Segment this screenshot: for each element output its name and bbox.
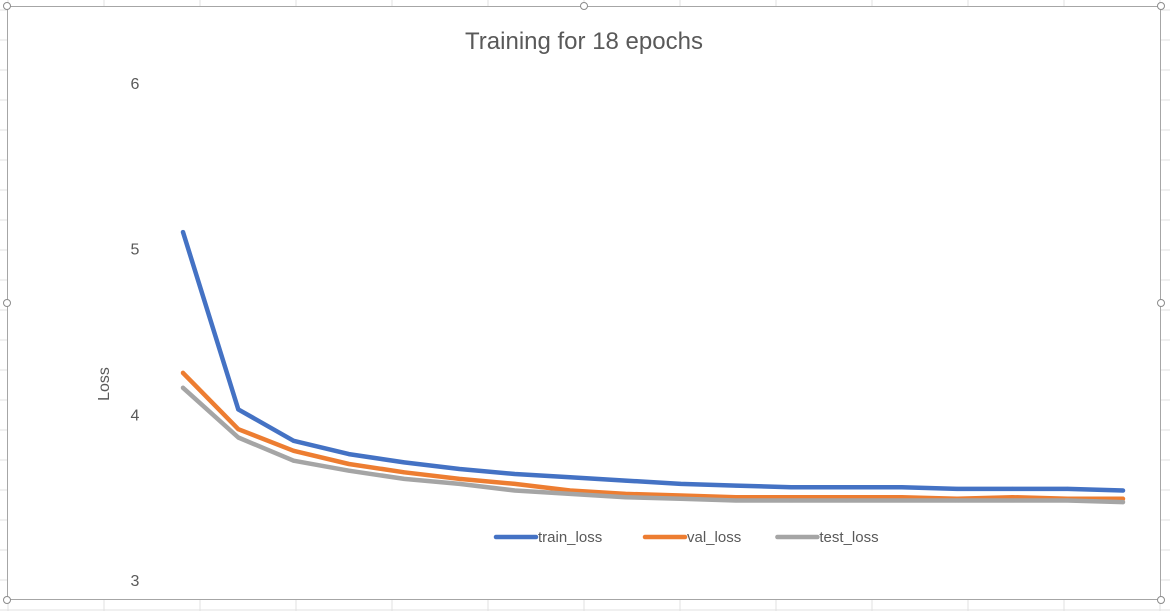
data-point-train-loss[interactable]	[236, 407, 241, 412]
data-point-test-loss[interactable]	[568, 491, 573, 496]
data-point-test-loss[interactable]	[1065, 498, 1070, 503]
series-line-test-loss[interactable]	[180, 385, 1126, 505]
data-point-test-loss[interactable]	[346, 468, 351, 473]
resize-handle-right-middle[interactable]	[1157, 299, 1165, 307]
legend[interactable]: train_loss val_loss test_loss	[493, 529, 879, 546]
data-point-test-loss[interactable]	[236, 435, 241, 440]
data-point-val-loss[interactable]	[291, 448, 296, 453]
y-tick-label: 4	[131, 407, 140, 424]
legend-label-train-loss: train_loss	[538, 529, 602, 546]
chart-area[interactable]: Training for 18 epochs 3 4 5 6 Loss train_l…	[7, 6, 1161, 600]
data-point-train-loss[interactable]	[346, 452, 351, 457]
data-point-train-loss[interactable]	[1065, 486, 1070, 491]
data-point-val-loss[interactable]	[568, 488, 573, 493]
resize-handle-top-center[interactable]	[580, 2, 588, 10]
data-point-val-loss[interactable]	[512, 481, 517, 486]
data-point-test-loss[interactable]	[402, 476, 407, 481]
data-point-val-loss[interactable]	[346, 462, 351, 467]
series-line-train-loss[interactable]	[180, 229, 1126, 493]
y-axis-title: Loss	[96, 367, 113, 401]
data-point-val-loss[interactable]	[678, 493, 683, 498]
data-point-train-loss[interactable]	[955, 486, 960, 491]
series-line-val-loss[interactable]	[180, 370, 1126, 502]
data-point-val-loss[interactable]	[623, 491, 628, 496]
legend-label-val-loss: val_loss	[687, 529, 741, 546]
data-point-test-loss[interactable]	[678, 496, 683, 501]
resize-handle-top-left[interactable]	[3, 2, 11, 10]
data-point-train-loss[interactable]	[181, 230, 185, 235]
data-point-train-loss[interactable]	[1121, 488, 1125, 493]
data-point-train-loss[interactable]	[899, 485, 904, 490]
legend-label-test-loss: test_loss	[819, 529, 878, 546]
data-point-train-loss[interactable]	[678, 481, 683, 486]
data-point-test-loss[interactable]	[623, 495, 628, 500]
data-point-val-loss[interactable]	[236, 427, 241, 432]
data-point-test-loss[interactable]	[181, 385, 185, 390]
chart-title: Training for 18 epochs	[465, 28, 703, 55]
y-tick-label: 3	[131, 573, 140, 590]
resize-handle-left-middle[interactable]	[3, 299, 11, 307]
data-point-test-loss[interactable]	[1121, 500, 1125, 505]
plot-series	[180, 229, 1126, 505]
data-point-test-loss[interactable]	[955, 498, 960, 503]
data-point-test-loss[interactable]	[457, 481, 462, 486]
data-point-test-loss[interactable]	[733, 498, 738, 503]
data-point-train-loss[interactable]	[291, 438, 296, 443]
data-point-val-loss[interactable]	[899, 495, 904, 500]
data-point-test-loss[interactable]	[291, 458, 296, 463]
data-point-train-loss[interactable]	[1010, 486, 1015, 491]
data-point-val-loss[interactable]	[457, 476, 462, 481]
data-point-train-loss[interactable]	[568, 475, 573, 480]
data-point-test-loss[interactable]	[1010, 498, 1015, 503]
data-point-val-loss[interactable]	[789, 495, 794, 500]
line-chart: Training for 18 epochs 3 4 5 6 Loss train_l…	[96, 28, 1126, 590]
data-point-train-loss[interactable]	[733, 483, 738, 488]
resize-handle-top-right[interactable]	[1157, 2, 1165, 10]
data-point-test-loss[interactable]	[844, 498, 849, 503]
y-axis-tick-labels: 3 4 5 6	[131, 76, 140, 590]
y-tick-label: 6	[131, 76, 140, 93]
data-point-test-loss[interactable]	[899, 498, 904, 503]
data-point-train-loss[interactable]	[402, 460, 407, 465]
data-point-val-loss[interactable]	[402, 470, 407, 475]
data-point-val-loss[interactable]	[1010, 495, 1015, 500]
data-point-train-loss[interactable]	[512, 471, 517, 476]
resize-handle-bottom-left[interactable]	[3, 596, 11, 604]
data-point-train-loss[interactable]	[623, 478, 628, 483]
y-tick-label: 5	[131, 242, 140, 259]
data-point-val-loss[interactable]	[181, 370, 185, 375]
data-point-train-loss[interactable]	[844, 485, 849, 490]
data-point-val-loss[interactable]	[733, 495, 738, 500]
resize-handle-bottom-right[interactable]	[1157, 596, 1165, 604]
data-point-train-loss[interactable]	[457, 467, 462, 472]
data-point-train-loss[interactable]	[789, 485, 794, 490]
data-point-test-loss[interactable]	[512, 488, 517, 493]
data-point-val-loss[interactable]	[844, 495, 849, 500]
data-point-test-loss[interactable]	[789, 498, 794, 503]
